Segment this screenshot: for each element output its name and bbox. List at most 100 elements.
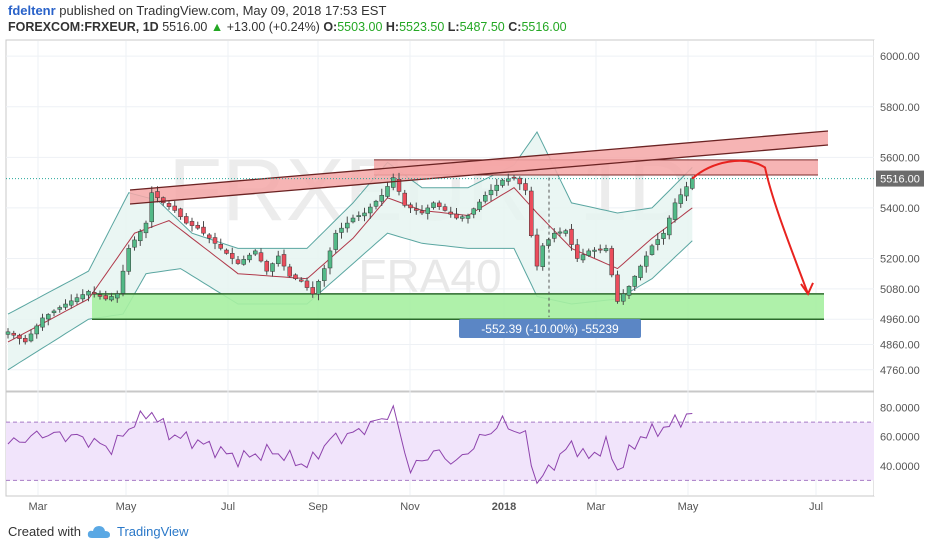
candle-body: [402, 192, 407, 206]
candle-body: [506, 178, 511, 182]
candle-body: [92, 292, 97, 295]
rsi-tick-label: 40.0000: [880, 461, 920, 473]
candle-body: [684, 186, 689, 197]
candle-body: [396, 179, 402, 192]
time-tick-label: May: [116, 501, 137, 513]
candle-body: [488, 189, 494, 196]
candle-body: [609, 248, 614, 276]
support-zone: [92, 293, 824, 320]
candle-body: [557, 231, 563, 234]
candle-body: [97, 294, 103, 297]
candle-body: [373, 200, 379, 207]
rsi-axis-ticks: 80.0000 60.0000 40.0000: [880, 403, 920, 473]
rsi-tick-label: 60.0000: [880, 432, 920, 444]
bollinger-upper-line: [7, 131, 693, 315]
time-tick-label: May: [678, 501, 699, 513]
trend-drawings[interactable]: [6, 130, 874, 296]
candle-body: [552, 232, 557, 239]
candle-body: [667, 217, 672, 236]
rsi-line: [7, 404, 693, 485]
candle-body: [575, 244, 580, 259]
candle-body: [212, 237, 218, 244]
candle-body: [483, 195, 488, 202]
low-value: 5487.50: [459, 20, 505, 34]
open-label: O:: [323, 20, 338, 34]
time-tick-label: Jul: [221, 501, 235, 513]
candle-body: [80, 294, 85, 300]
candle-body: [195, 225, 200, 229]
change-value: +13.00 (+0.24%): [226, 20, 320, 34]
price-tick-label: 4860.00: [880, 339, 920, 351]
candle-body: [437, 202, 442, 207]
candle-body: [149, 192, 154, 223]
candle-body: [103, 295, 108, 300]
candle-body: [299, 279, 304, 282]
candle-body: [523, 183, 528, 191]
candle-body: [431, 202, 436, 208]
last-price: 5516.00: [162, 20, 208, 34]
measure-tool[interactable]: -552.39 (-10.00%) -55239: [459, 177, 641, 338]
measure-label: -552.39 (-10.00%) -55239: [481, 322, 619, 336]
price-tick-label: 5800.00: [880, 102, 920, 114]
channel-upper-line: [129, 130, 829, 191]
author-name[interactable]: fdeltenr: [8, 3, 56, 18]
close-label: C:: [508, 20, 522, 34]
candle-body: [580, 254, 586, 261]
candle-body: [86, 291, 91, 296]
candle-body: [230, 253, 235, 259]
candle-body: [414, 208, 419, 211]
drawing-zones[interactable]: [92, 131, 828, 320]
candle-body: [644, 255, 649, 267]
candle-body: [603, 248, 609, 252]
candle-body: [57, 307, 62, 310]
time-tick-label: Sep: [308, 501, 328, 513]
candle-body: [460, 216, 465, 219]
candle-body: [379, 195, 384, 202]
low-label: L:: [447, 20, 460, 34]
time-tick-label: Mar: [587, 501, 606, 513]
last-price-tag-box: [876, 170, 924, 187]
candle-body: [316, 281, 321, 295]
candle-body: [615, 274, 620, 302]
candlesticks: [5, 172, 695, 345]
rising-resistance-channel: [130, 131, 828, 204]
projection-curve: [691, 159, 809, 295]
price-tick-label: 6000.00: [880, 51, 920, 63]
candle-body: [264, 261, 269, 272]
last-price-tag: 5516.00: [876, 170, 924, 187]
candle-body: [500, 179, 505, 186]
candle-body: [11, 332, 16, 336]
price-axis[interactable]: [874, 40, 926, 496]
change-up-icon: ▲: [210, 20, 224, 34]
measure-label-box: [459, 319, 641, 338]
candle-body: [166, 203, 172, 207]
candle-body: [115, 293, 120, 299]
candle-body: [632, 275, 637, 287]
candle-body: [333, 232, 338, 250]
candle-body: [184, 216, 189, 224]
candle-body: [293, 274, 298, 279]
candle-body: [419, 210, 425, 214]
rsi-indicator: [6, 404, 874, 485]
candle-body: [143, 222, 149, 234]
time-axis-ticks: Mar May Jul Sep Nov 2018 Mar May Jul: [29, 501, 824, 513]
candle-body: [247, 254, 252, 261]
candle-body: [28, 333, 34, 342]
price-tick-label: 5600.00: [880, 152, 920, 164]
candle-body: [201, 226, 206, 234]
price-chart[interactable]: FRXEUR, 1D FRA40 -552.39 (-10.00%) -5523…: [0, 0, 932, 520]
projection-arrowhead: [800, 282, 814, 296]
candle-body: [138, 231, 143, 242]
candle-body: [126, 248, 131, 272]
candle-body: [17, 334, 22, 339]
tradingview-brand[interactable]: TradingView: [116, 524, 189, 539]
time-tick-label: Mar: [29, 501, 48, 513]
candle-body: [690, 178, 695, 189]
footer: Created with TradingView: [8, 524, 189, 539]
candle-body: [304, 280, 310, 288]
candle-body: [207, 234, 212, 239]
publish-line: fdeltenr published on TradingView.com, M…: [8, 3, 386, 18]
candle-body: [638, 265, 643, 278]
candle-body: [477, 201, 482, 210]
candle-body: [172, 205, 177, 211]
